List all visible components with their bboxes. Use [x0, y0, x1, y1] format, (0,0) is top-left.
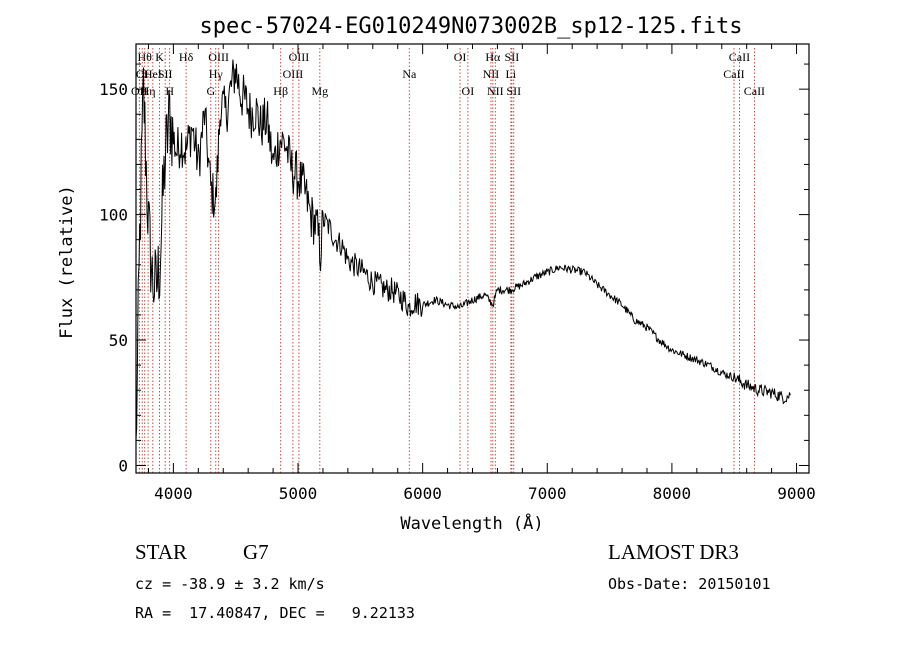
line-label-13-0: OIII: [283, 67, 304, 81]
line-label-22-0: Li: [506, 67, 517, 81]
line-label-16-0: Na: [402, 67, 417, 81]
x-tick-label-5000: 5000: [279, 484, 318, 503]
object-subclass: G7: [243, 540, 269, 564]
x-tick-label-4000: 4000: [154, 484, 193, 503]
x-tick-label-8000: 8000: [653, 484, 692, 503]
line-label-26-0: CaII: [729, 50, 750, 64]
plot-frame: [135, 43, 810, 474]
line-label-10-0: Hγ: [209, 67, 224, 81]
line-label-4-0: HeI: [144, 67, 162, 81]
chart-title: spec-57024-EG010249N073002B_sp12-125.fit…: [199, 14, 742, 39]
line-label-25-0: CaII: [723, 67, 744, 81]
y-tick-label-100: 100: [99, 206, 128, 225]
obs-date: Obs-Date: 20150101: [608, 575, 771, 593]
y-tick-label-50: 50: [109, 331, 128, 350]
object-class: STAR: [135, 540, 187, 564]
series-line-flux: [135, 59, 791, 439]
line-label-11-0: OIII: [208, 50, 229, 64]
line-label-14-0: OIII: [289, 50, 310, 64]
line-label-8-0: Hδ: [179, 50, 194, 64]
x-tick-label-6000: 6000: [403, 484, 442, 503]
y-axis-label: Flux (relative): [57, 185, 77, 339]
line-label-1-0: OI: [136, 67, 149, 81]
line-label-2-0: Hθ: [138, 50, 153, 64]
line-label-24-0: SII: [506, 84, 521, 98]
line-label-17-0: OI: [454, 50, 467, 64]
line-label-12-0: Hβ: [273, 84, 288, 98]
line-label-15-0: Mg: [311, 84, 328, 98]
coordinates: RA = 17.40847, DEC = 9.22133: [135, 604, 415, 622]
line-label-6-0: SII: [158, 67, 173, 81]
line-label-19-0: NII: [483, 67, 500, 81]
line-label-20-0: Hα: [485, 50, 501, 64]
line-label-3-0: Hη: [141, 84, 156, 98]
redshift-value: cz = -38.9 ± 3.2 km/s: [135, 575, 325, 593]
x-axis-label: Wavelength (Å): [400, 512, 543, 534]
line-label-7-0: H: [165, 84, 174, 98]
y-tick-label-0: 0: [118, 456, 128, 475]
line-label-21-0: NII: [487, 84, 504, 98]
line-label-5-0: K: [155, 50, 164, 64]
line-label-27-0: CaII: [744, 84, 765, 98]
x-tick-label-7000: 7000: [528, 484, 567, 503]
line-label-18-0: OI: [462, 84, 475, 98]
x-tick-label-9000: 9000: [777, 484, 816, 503]
survey-name: LAMOST DR3: [608, 540, 739, 564]
line-label-9-0: G: [206, 84, 215, 98]
y-tick-label-150: 150: [99, 80, 128, 99]
line-label-23-0: SII: [505, 50, 520, 64]
